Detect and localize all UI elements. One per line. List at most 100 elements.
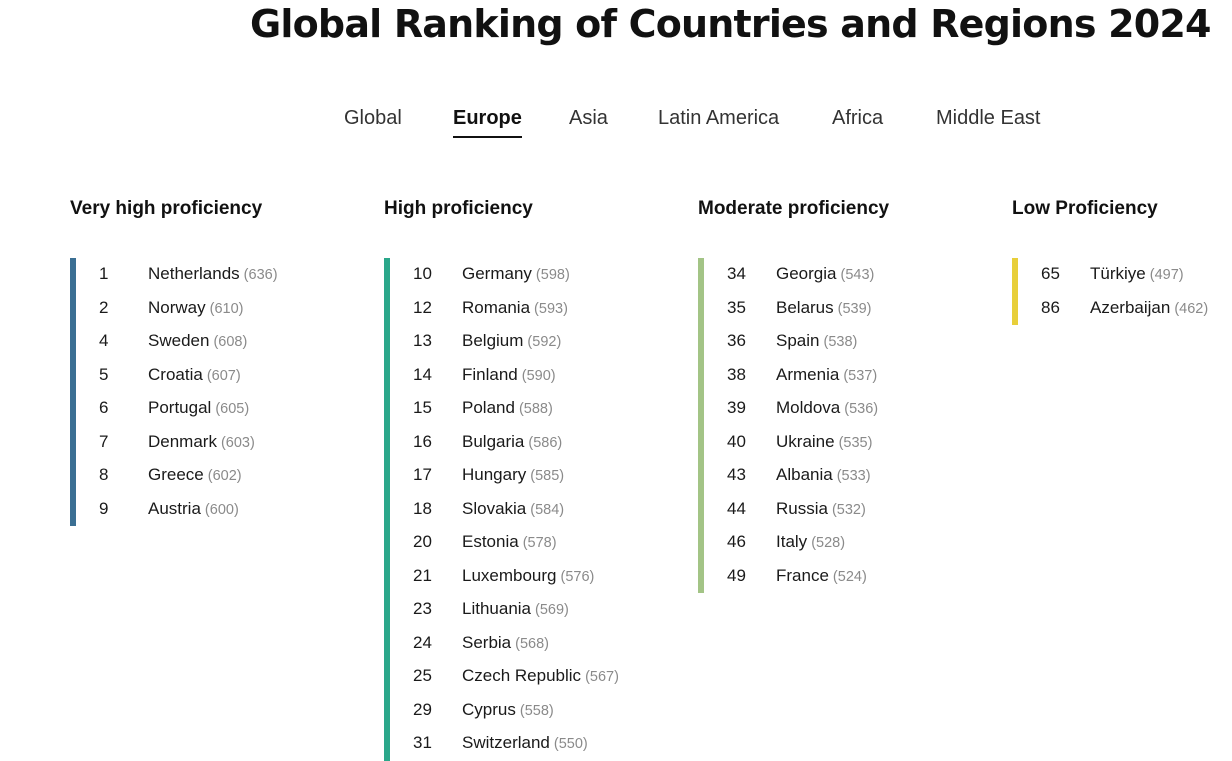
country-name: Czech Republic bbox=[462, 666, 582, 685]
rank-number: 17 bbox=[413, 465, 432, 484]
score-value: (550) bbox=[553, 736, 588, 752]
score-value: (537) bbox=[843, 367, 878, 384]
score-value: (533) bbox=[836, 468, 871, 484]
country-name-wrapper: Serbia (568) bbox=[462, 633, 549, 653]
rank-number: 49 bbox=[727, 565, 746, 585]
country-name: Slovakia bbox=[462, 498, 527, 518]
rank-number: 46 bbox=[727, 532, 746, 551]
country-name: Greece bbox=[148, 465, 204, 484]
column-low-proficiency: Low Proficiency 65 Türkiye (497) 86 Azerbaij… bbox=[1012, 198, 1208, 325]
column-moderate-proficiency: Moderate proficiency 34 Georgia (543) 35 Bel… bbox=[698, 198, 889, 593]
ranking-list: 34 Georgia (543) 35 Belarus (539) 36 Spain (538)… bbox=[698, 258, 878, 593]
country-name: Georgia bbox=[776, 264, 837, 283]
score-value: (602) bbox=[207, 468, 242, 484]
country-name-wrapper: Luxembourg (576) bbox=[462, 566, 594, 586]
column-high-proficiency: High proficiency 10 Germany (598) 12 Romania… bbox=[384, 198, 619, 761]
country-name-wrapper: Switzerland (550) bbox=[462, 733, 588, 753]
country-name: Moldova bbox=[776, 398, 841, 417]
country-name: Romania bbox=[462, 297, 531, 317]
country-name-wrapper: Hungary (585) bbox=[462, 465, 564, 485]
country-name-wrapper: Austria (600) bbox=[148, 499, 239, 519]
country-name-wrapper: Finland (590) bbox=[462, 365, 556, 385]
score-value: (586) bbox=[528, 434, 563, 451]
country-name: Russia bbox=[776, 498, 828, 518]
tab-middle-east[interactable]: Middle East bbox=[936, 107, 1041, 129]
country-name-wrapper: Russia (532) bbox=[776, 499, 866, 519]
tab-europe[interactable]: Europe bbox=[453, 107, 522, 138]
rank-number: 2 bbox=[99, 297, 109, 317]
country-name-wrapper: Greece (602) bbox=[148, 465, 242, 485]
country-name: Spain bbox=[776, 331, 820, 350]
country-name: Belarus bbox=[776, 297, 834, 317]
country-name: Belgium bbox=[462, 331, 524, 350]
country-name: Denmark bbox=[148, 431, 217, 451]
country-name: Finland bbox=[462, 364, 518, 384]
rank-number: 34 bbox=[727, 264, 746, 283]
rank-number: 38 bbox=[727, 364, 746, 384]
country-name-wrapper: France (524) bbox=[776, 566, 867, 586]
rank-number: 16 bbox=[413, 431, 432, 451]
country-name-wrapper: Croatia (607) bbox=[148, 365, 241, 385]
score-value: (528) bbox=[811, 535, 846, 551]
score-value: (462) bbox=[1174, 300, 1209, 317]
country-name: Lithuania bbox=[462, 599, 532, 618]
score-value: (524) bbox=[832, 568, 867, 585]
score-value: (590) bbox=[521, 367, 556, 384]
country-name-wrapper: Spain (538) bbox=[776, 331, 857, 351]
score-value: (592) bbox=[527, 334, 562, 350]
country-name-wrapper: Lithuania (569) bbox=[462, 599, 569, 619]
score-value: (567) bbox=[585, 669, 619, 685]
rank-number: 25 bbox=[413, 666, 432, 685]
country-name: Croatia bbox=[148, 364, 203, 384]
rank-number: 65 bbox=[1041, 264, 1060, 283]
country-name-wrapper: Estonia (578) bbox=[462, 532, 557, 552]
country-name: Germany bbox=[462, 264, 532, 283]
score-value: (576) bbox=[560, 568, 595, 585]
rank-number: 39 bbox=[727, 398, 746, 417]
country-name-wrapper: Ukraine (535) bbox=[776, 432, 872, 452]
score-value: (568) bbox=[515, 635, 549, 652]
score-value: (636) bbox=[243, 267, 278, 283]
rank-number: 5 bbox=[99, 364, 109, 384]
country-name: Estonia bbox=[462, 532, 519, 551]
score-value: (535) bbox=[838, 434, 873, 451]
score-value: (539) bbox=[837, 300, 872, 317]
rank-number: 6 bbox=[99, 398, 109, 417]
country-name-wrapper: Norway (610) bbox=[148, 298, 243, 318]
rank-number: 36 bbox=[727, 331, 746, 350]
country-name: Switzerland bbox=[462, 733, 550, 752]
country-name: Luxembourg bbox=[462, 565, 557, 585]
country-name-wrapper: Germany (598) bbox=[462, 264, 570, 284]
country-name-wrapper: Moldova (536) bbox=[776, 398, 878, 418]
tab-asia[interactable]: Asia bbox=[569, 107, 608, 129]
column-heading: High proficiency bbox=[384, 198, 533, 219]
score-value: (578) bbox=[522, 535, 557, 551]
rank-number: 29 bbox=[413, 699, 432, 719]
score-value: (593) bbox=[534, 300, 568, 317]
score-value: (598) bbox=[535, 267, 570, 283]
country-name-wrapper: Azerbaijan (462) bbox=[1090, 298, 1208, 318]
tab-latin-america[interactable]: Latin America bbox=[658, 107, 780, 129]
ranking-list: 1 Netherlands (636) 2 Norway (610) 4 Sweden (608… bbox=[70, 258, 278, 526]
column-heading: Very high proficiency bbox=[70, 198, 263, 219]
score-value: (532) bbox=[831, 501, 866, 518]
score-value: (538) bbox=[823, 334, 858, 350]
rank-number: 10 bbox=[413, 264, 432, 283]
rank-number: 7 bbox=[99, 431, 109, 451]
country-name: Poland bbox=[462, 398, 515, 417]
country-name: Italy bbox=[776, 532, 808, 551]
rank-number: 35 bbox=[727, 297, 746, 317]
country-name-wrapper: Belarus (539) bbox=[776, 298, 872, 318]
tab-africa[interactable]: Africa bbox=[832, 107, 884, 129]
score-value: (543) bbox=[840, 267, 875, 283]
country-name-wrapper: Italy (528) bbox=[776, 532, 845, 552]
country-name: Cyprus bbox=[462, 699, 516, 719]
rank-number: 1 bbox=[99, 264, 109, 283]
country-name: Hungary bbox=[462, 465, 527, 484]
tab-global[interactable]: Global bbox=[344, 107, 402, 129]
country-name-wrapper: Czech Republic (567) bbox=[462, 666, 619, 686]
country-name-wrapper: Portugal (605) bbox=[148, 398, 249, 418]
rank-number: 12 bbox=[413, 297, 432, 317]
country-name-wrapper: Georgia (543) bbox=[776, 264, 874, 284]
